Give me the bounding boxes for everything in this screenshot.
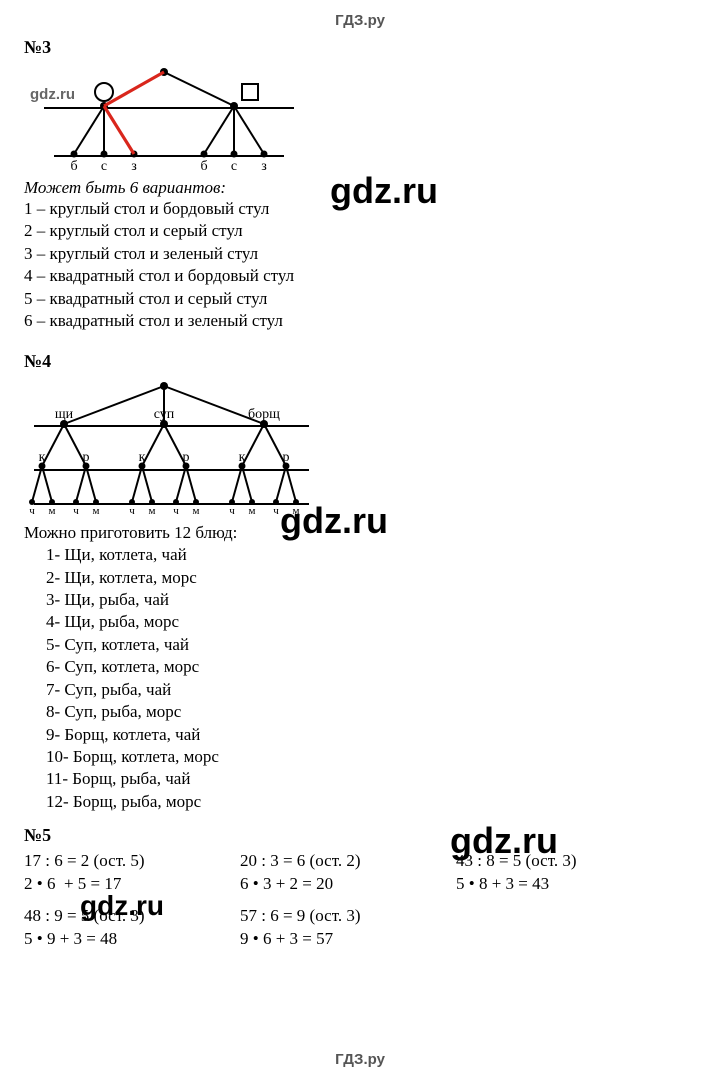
svg-text:р: р (183, 450, 190, 465)
svg-text:м: м (49, 505, 56, 516)
ex4-number: №4 (24, 351, 696, 372)
ex4-item: 11- Борщ, рыба, чай (24, 768, 696, 790)
svg-text:к: к (39, 450, 46, 465)
ex4-item: 6- Суп, котлета, морс (24, 656, 696, 678)
ex4-item: 9- Борщ, котлета, чай (24, 724, 696, 746)
ex3-diagram: бсзбсз (24, 62, 696, 172)
ex3-options: 1 – круглый стол и бордовый стул2 – круг… (24, 198, 696, 333)
svg-text:р: р (283, 450, 290, 465)
svg-text:ч: ч (173, 505, 179, 516)
svg-text:щи: щи (55, 407, 74, 422)
svg-text:з: з (261, 159, 267, 172)
svg-text:м: м (293, 505, 300, 516)
page-footer: ГДЗ.ру (0, 1051, 720, 1068)
svg-text:ч: ч (73, 505, 79, 516)
svg-text:з: з (131, 159, 137, 172)
ex5-r1c2: 20 : 3 = 6 (ост. 2) 6 • 3 + 2 = 20 (240, 850, 450, 895)
ex5-r2c1: 48 : 9 = 5 (ост. 3) 5 • 9 + 3 = 48 (24, 905, 234, 950)
ex4-caption: Можно приготовить 12 блюд: (24, 522, 696, 544)
svg-text:с: с (231, 159, 237, 172)
ex5-row1: 17 : 6 = 2 (ост. 5) 2 • 6 + 5 = 17 20 : … (24, 850, 696, 895)
ex3-option: 5 – квадратный стол и серый стул (24, 288, 696, 310)
ex3-number: №3 (24, 37, 696, 58)
ex4-item: 7- Суп, рыба, чай (24, 679, 696, 701)
ex5-number: №5 (24, 825, 696, 846)
svg-text:к: к (239, 450, 246, 465)
ex5-r1c3: 43 : 8 = 5 (ост. 3) 5 • 8 + 3 = 43 (456, 850, 666, 895)
ex4-item: 3- Щи, рыба, чай (24, 589, 696, 611)
ex3-option: 3 – круглый стол и зеленый стул (24, 243, 696, 265)
svg-text:м: м (193, 505, 200, 516)
svg-text:суп: суп (154, 407, 175, 422)
ex4-item: 8- Суп, рыба, морс (24, 701, 696, 723)
svg-text:р: р (83, 450, 90, 465)
svg-text:м: м (93, 505, 100, 516)
ex4-item: 1- Щи, котлета, чай (24, 544, 696, 566)
svg-text:ч: ч (273, 505, 279, 516)
ex4-item: 12- Борщ, рыба, морс (24, 791, 696, 813)
page-header: ГДЗ.ру (24, 12, 696, 29)
ex3-option: 1 – круглый стол и бордовый стул (24, 198, 696, 220)
ex4-items: 1- Щи, котлета, чай2- Щи, котлета, морс3… (24, 544, 696, 813)
ex5-r2c3 (456, 905, 666, 950)
svg-text:с: с (101, 159, 107, 172)
ex4-diagram: щи к ч м р ч м суп к ч м р ч м борщ к ч м р ч м (24, 376, 696, 516)
svg-text:борщ: борщ (248, 407, 280, 422)
ex5-row2: 48 : 9 = 5 (ост. 3) 5 • 9 + 3 = 48 57 : … (24, 905, 696, 950)
ex3-option: 2 – круглый стол и серый стул (24, 220, 696, 242)
ex4-item: 5- Суп, котлета, чай (24, 634, 696, 656)
ex5-r1c1: 17 : 6 = 2 (ост. 5) 2 • 6 + 5 = 17 (24, 850, 234, 895)
ex4-item: 4- Щи, рыба, морс (24, 611, 696, 633)
svg-text:м: м (249, 505, 256, 516)
svg-text:ч: ч (129, 505, 135, 516)
ex4-item: 2- Щи, котлета, морс (24, 567, 696, 589)
ex3-option: 6 – квадратный стол и зеленый стул (24, 310, 696, 332)
ex4-item: 10- Борщ, котлета, морс (24, 746, 696, 768)
ex3-caption: Может быть 6 вариантов: (24, 178, 696, 198)
ex5-r2c2: 57 : 6 = 9 (ост. 3) 9 • 6 + 3 = 57 (240, 905, 450, 950)
svg-text:б: б (70, 159, 77, 172)
svg-text:к: к (139, 450, 146, 465)
svg-text:ч: ч (229, 505, 235, 516)
svg-text:б: б (200, 159, 207, 172)
svg-text:м: м (149, 505, 156, 516)
ex3-option: 4 – квадратный стол и бордовый стул (24, 265, 696, 287)
svg-text:ч: ч (29, 505, 35, 516)
